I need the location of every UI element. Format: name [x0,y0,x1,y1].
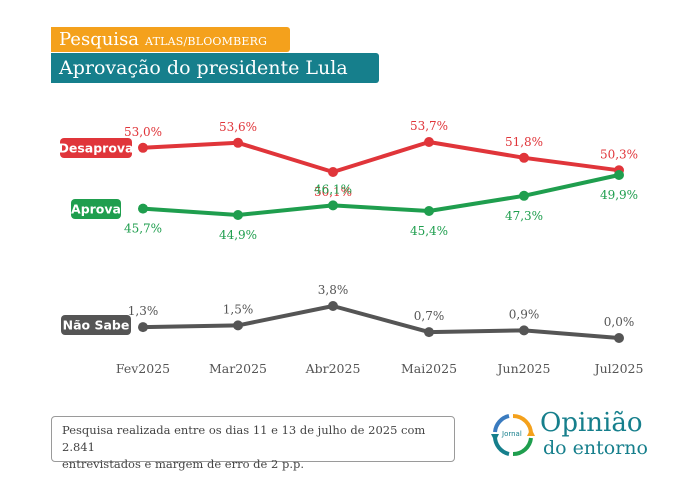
chart-subtitle: Aprovação do presidente Lula [51,53,379,83]
aprova-point [614,170,624,180]
aprova-point [233,210,243,220]
aprova-data-label: 49,9% [600,188,638,202]
logo-small-text: Jornal [502,430,522,438]
nao-sabe-data-label: 3,8% [318,283,349,297]
aprova-point [138,203,148,214]
nao-sabe-data-label: 0,0% [604,315,635,329]
aprova-point [328,200,338,211]
desaprova-data-label: 53,6% [219,120,257,134]
nao-sabe-legend-pill [61,315,131,335]
x-tick-label: Mai2025 [401,361,457,376]
x-tick-label: Fev2025 [116,361,170,376]
nao-sabe-legend-label: Não Sabe [63,318,130,333]
nao-sabe-point [328,301,338,311]
aprova-legend-pill [71,199,121,219]
desaprova-data-label: 50,3% [600,147,638,161]
logo-word-2: do entorno [543,437,648,459]
footnote-line-2: entrevistados e margem de erro de 2 p.p. [62,457,305,471]
nao-sabe-point [614,333,624,343]
nao-sabe-point [138,322,148,333]
desaprova-legend-pill [60,138,132,158]
nao-sabe-series-line [142,304,620,340]
logo: Jornal Opinião do entorno [486,404,666,464]
header-title: Pesquisa [59,29,140,50]
aprova-legend-label: Aprova [71,202,121,217]
footnote-box: Pesquisa realizada entre os dias 11 e 13… [51,416,455,471]
aprova-data-label: 47,3% [505,209,543,223]
x-tick-label: Mar2025 [209,361,267,376]
nao-sabe-point [424,327,434,338]
footnote-line-1: Pesquisa realizada entre os dias 11 e 13… [62,423,426,454]
header-source: ATLAS/BLOOMBERG [145,35,268,48]
desaprova-legend-label: Desaprova [58,141,133,156]
desaprova-point [424,137,434,147]
desaprova-series-line [142,140,620,174]
line-chart: 53,0% 53,6% 50,1% 53,7% 51,8% 50,3% Desaprova 4… [58,119,644,376]
header-source-banner: Pesquisa ATLAS/BLOOMBERG [51,27,290,52]
nao-sabe-data-label: 1,3% [128,304,159,318]
desaprova-point [233,137,243,148]
circular-arrows-logo-icon [491,414,535,457]
nao-sabe-data-label: 1,5% [223,302,254,316]
nao-sabe-data-label: 0,7% [414,309,445,323]
desaprova-point [519,152,529,163]
desaprova-data-label: 53,0% [124,125,162,139]
aprova-data-label: 46,1% [314,182,352,196]
logo-word-1: Opinião [540,408,643,438]
desaprova-data-label: 53,7% [410,119,448,133]
aprova-data-label: 45,7% [124,222,162,236]
aprova-point [424,206,434,216]
aprova-point [519,190,529,201]
desaprova-data-label: 51,8% [505,135,543,149]
nao-sabe-data-label: 0,9% [509,307,540,321]
x-tick-label: Jul2025 [593,361,644,376]
nao-sabe-point [519,325,529,336]
desaprova-point [138,142,148,153]
desaprova-data-label: 50,1% [314,185,352,199]
desaprova-point [328,167,338,177]
x-tick-label: Jun2025 [496,361,551,376]
aprova-series-line [142,173,620,217]
aprova-data-label: 44,9% [219,228,257,242]
x-tick-label: Abr2025 [305,361,361,376]
nao-sabe-point [233,320,243,331]
aprova-data-label: 45,4% [410,224,448,238]
